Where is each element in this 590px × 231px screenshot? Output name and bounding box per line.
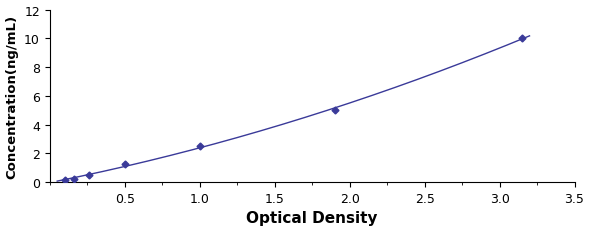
X-axis label: Optical Density: Optical Density <box>247 210 378 225</box>
Y-axis label: Concentration(ng/mL): Concentration(ng/mL) <box>5 15 18 178</box>
